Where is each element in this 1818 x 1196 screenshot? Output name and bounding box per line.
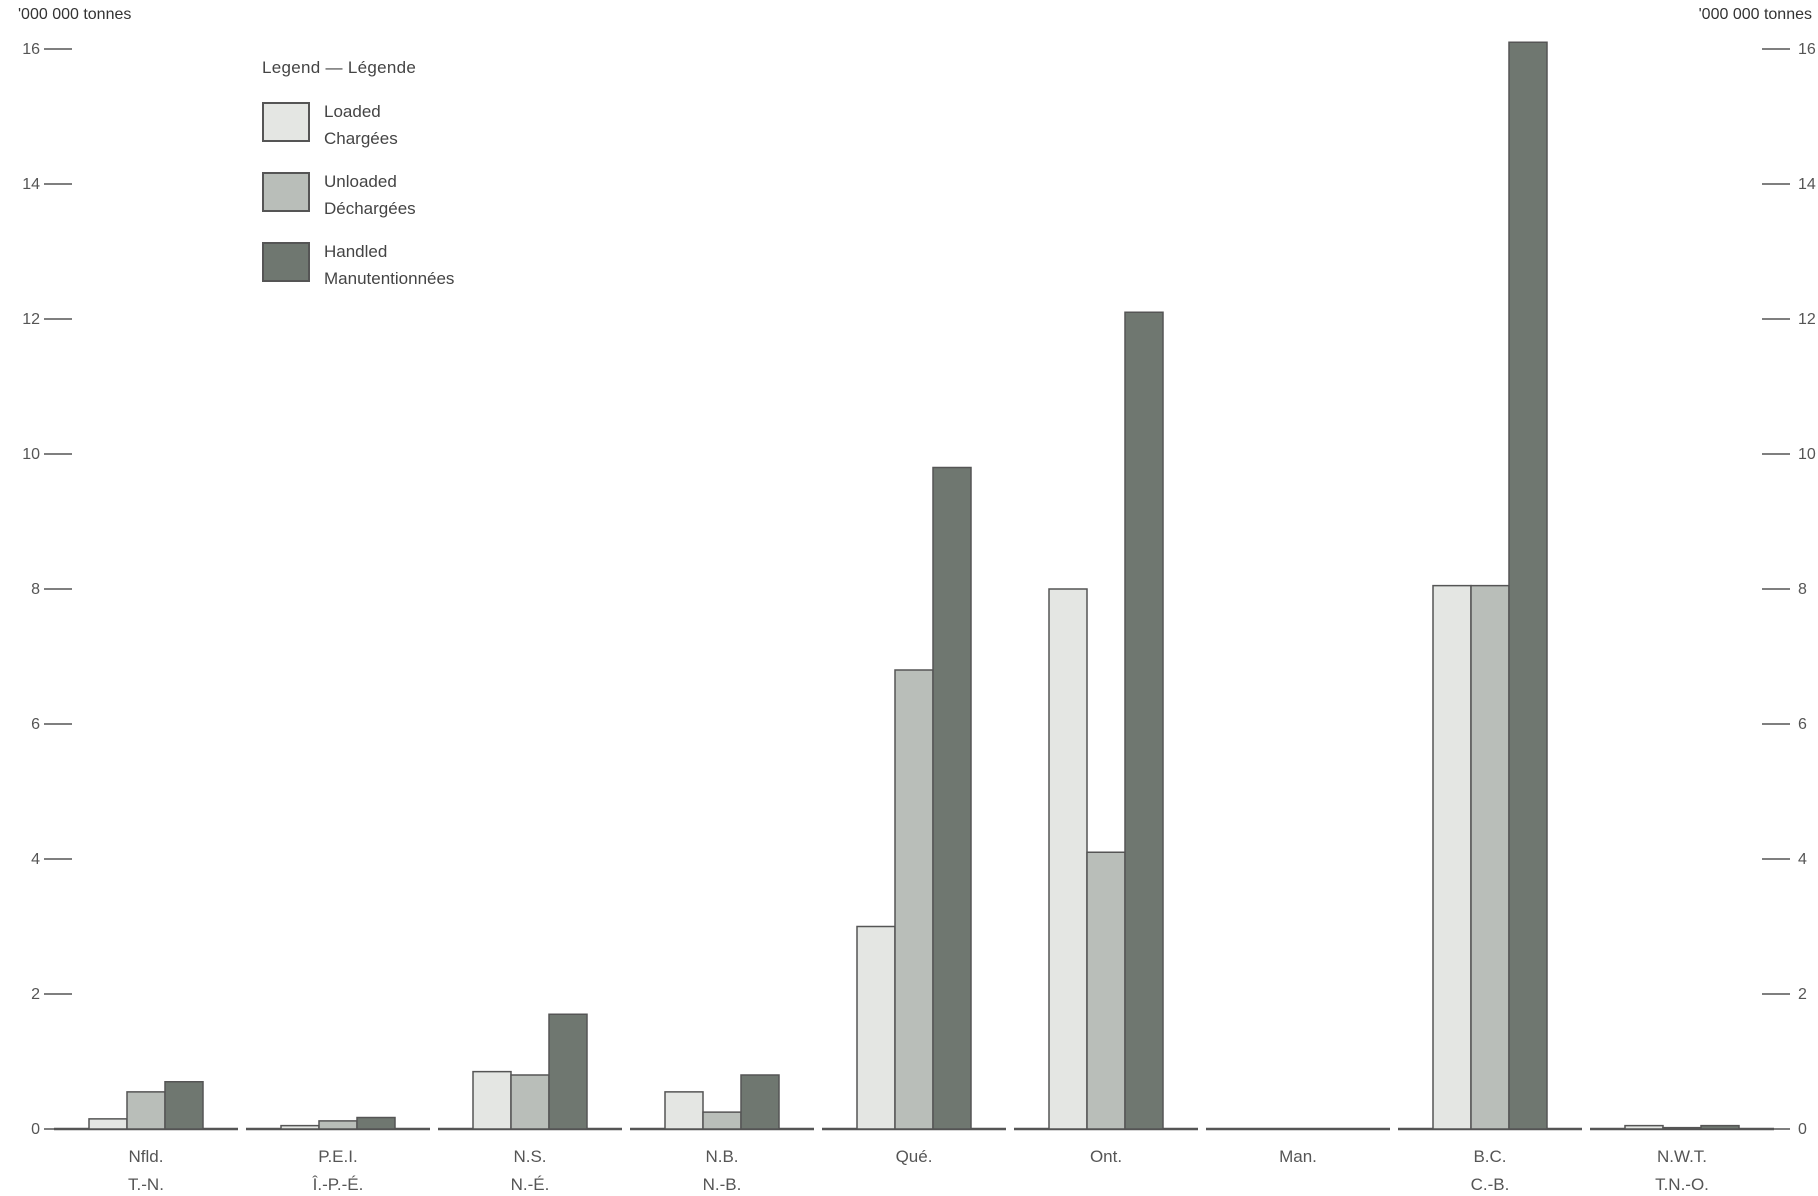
y-tick-label-left-4: 8 (31, 581, 40, 598)
x-tick-label-fr-3: N.-B. (703, 1175, 742, 1194)
bar-loaded-2 (472, 1070, 512, 1130)
y-tick-label-left-6: 12 (22, 311, 40, 328)
bar-loaded-3 (664, 1091, 704, 1130)
x-tick-label-2: N.S. (513, 1147, 546, 1166)
legend-label-handled: Handled (324, 242, 388, 261)
x-tick-label-8: N.W.T. (1657, 1147, 1707, 1166)
x-tick-label-fr-7: C.-B. (1471, 1175, 1510, 1194)
bar-handled-7 (1508, 41, 1548, 1130)
x-tick-label-1: P.E.I. (318, 1147, 357, 1166)
legend-label-handled-fr: Manutentionnées (324, 269, 455, 288)
x-tick-label-5: Ont. (1090, 1147, 1122, 1166)
y-tick-label-right-3: 6 (1798, 716, 1807, 733)
legend-item-unloaded: Unloaded Déchargées (262, 168, 416, 220)
bar-handled-3 (740, 1074, 780, 1130)
y-axis-unit-label-right: '000 000 tonnes (1698, 6, 1812, 23)
bar-handled-5 (1124, 311, 1164, 1130)
x-tick-label-7: B.C. (1473, 1147, 1506, 1166)
y-tick-label-right-6: 12 (1798, 311, 1816, 328)
legend-item-handled: Handled Manutentionnées (262, 238, 454, 290)
y-tick-label-right-5: 10 (1798, 446, 1816, 463)
bar-unloaded-0 (126, 1091, 166, 1130)
bar-unloaded-5 (1086, 851, 1126, 1130)
bar-unloaded-2 (510, 1074, 550, 1130)
legend-label-loaded-fr: Chargées (324, 129, 398, 148)
y-tick-label-left-7: 14 (22, 176, 40, 193)
x-tick-label-3: N.B. (705, 1147, 738, 1166)
bar-loaded-1 (280, 1124, 320, 1130)
bar-unloaded-1 (318, 1120, 358, 1130)
bar-unloaded-3 (702, 1111, 742, 1130)
y-tick-label-left-3: 6 (31, 716, 40, 733)
bar-unloaded-7 (1470, 584, 1510, 1130)
x-tick-label-4: Qué. (896, 1147, 933, 1166)
bar-handled-1 (356, 1116, 396, 1130)
legend-swatch-unloaded (262, 172, 310, 212)
x-tick-label-0: Nfld. (129, 1147, 164, 1166)
y-tick-label-left-0: 0 (31, 1121, 40, 1138)
bar-loaded-5 (1048, 588, 1088, 1130)
y-tick-label-right-0: 0 (1798, 1121, 1807, 1138)
y-tick-label-right-4: 8 (1798, 581, 1807, 598)
bar-loaded-0 (88, 1118, 128, 1130)
x-tick-label-fr-2: N.-É. (511, 1175, 550, 1194)
bar-unloaded-8 (1662, 1126, 1702, 1130)
bar-loaded-8 (1624, 1124, 1664, 1130)
bar-handled-8 (1700, 1124, 1740, 1130)
y-tick-label-left-2: 4 (31, 851, 40, 868)
legend: Legend — Légende Loaded Chargées Unloade… (262, 58, 454, 308)
legend-swatch-loaded (262, 102, 310, 142)
legend-swatch-handled (262, 242, 310, 282)
x-tick-label-fr-1: Î.-P.-É. (312, 1175, 364, 1194)
bar-handled-0 (164, 1081, 204, 1130)
legend-label-unloaded: Unloaded (324, 172, 397, 191)
y-tick-label-right-7: 14 (1798, 176, 1816, 193)
y-axis-unit-label-left: '000 000 tonnes (18, 6, 132, 23)
bar-handled-4 (932, 466, 972, 1130)
x-tick-label-6: Man. (1279, 1147, 1317, 1166)
bar-handled-2 (548, 1013, 588, 1130)
y-tick-label-right-2: 4 (1798, 851, 1807, 868)
bar-loaded-7 (1432, 584, 1472, 1130)
legend-label-unloaded-fr: Déchargées (324, 199, 416, 218)
bar-unloaded-4 (894, 669, 934, 1130)
bar-loaded-4 (856, 925, 896, 1130)
legend-title: Legend — Légende (262, 58, 417, 77)
y-tick-label-left-1: 2 (31, 986, 40, 1003)
x-tick-label-fr-0: T.-N. (128, 1175, 164, 1194)
legend-label-loaded: Loaded (324, 102, 381, 121)
y-tick-label-left-8: 16 (22, 41, 40, 58)
legend-item-loaded: Loaded Chargées (262, 98, 416, 150)
y-tick-label-right-1: 2 (1798, 986, 1807, 1003)
y-tick-label-right-8: 16 (1798, 41, 1816, 58)
x-tick-label-fr-8: T.N.-O. (1655, 1175, 1709, 1194)
y-tick-label-left-5: 10 (22, 446, 40, 463)
